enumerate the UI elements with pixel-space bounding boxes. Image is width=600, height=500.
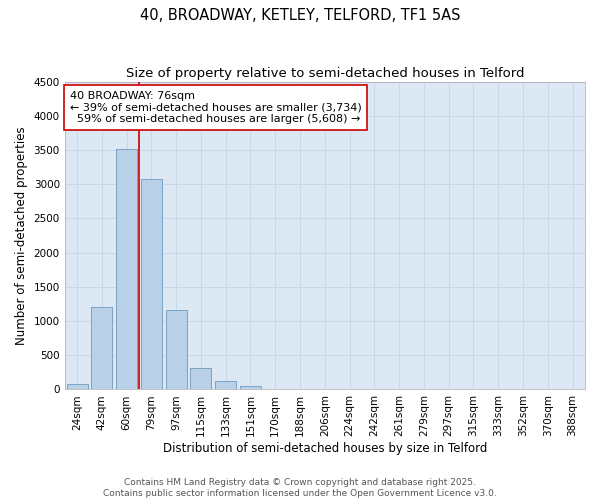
Text: 40, BROADWAY, KETLEY, TELFORD, TF1 5AS: 40, BROADWAY, KETLEY, TELFORD, TF1 5AS (140, 8, 460, 22)
Bar (190, 368, 211, 390)
Y-axis label: Number of semi-detached properties: Number of semi-detached properties (15, 126, 28, 345)
Title: Size of property relative to semi-detached houses in Telford: Size of property relative to semi-detach… (125, 68, 524, 80)
X-axis label: Distribution of semi-detached houses by size in Telford: Distribution of semi-detached houses by … (163, 442, 487, 455)
Bar (116, 148, 137, 390)
Bar (240, 386, 261, 390)
Text: Contains HM Land Registry data © Crown copyright and database right 2025.
Contai: Contains HM Land Registry data © Crown c… (103, 478, 497, 498)
Bar (166, 310, 187, 390)
Bar (141, 179, 162, 390)
Bar (215, 382, 236, 390)
Text: 40 BROADWAY: 76sqm
← 39% of semi-detached houses are smaller (3,734)
  59% of se: 40 BROADWAY: 76sqm ← 39% of semi-detache… (70, 91, 362, 124)
Bar (67, 384, 88, 390)
Bar (91, 308, 112, 390)
